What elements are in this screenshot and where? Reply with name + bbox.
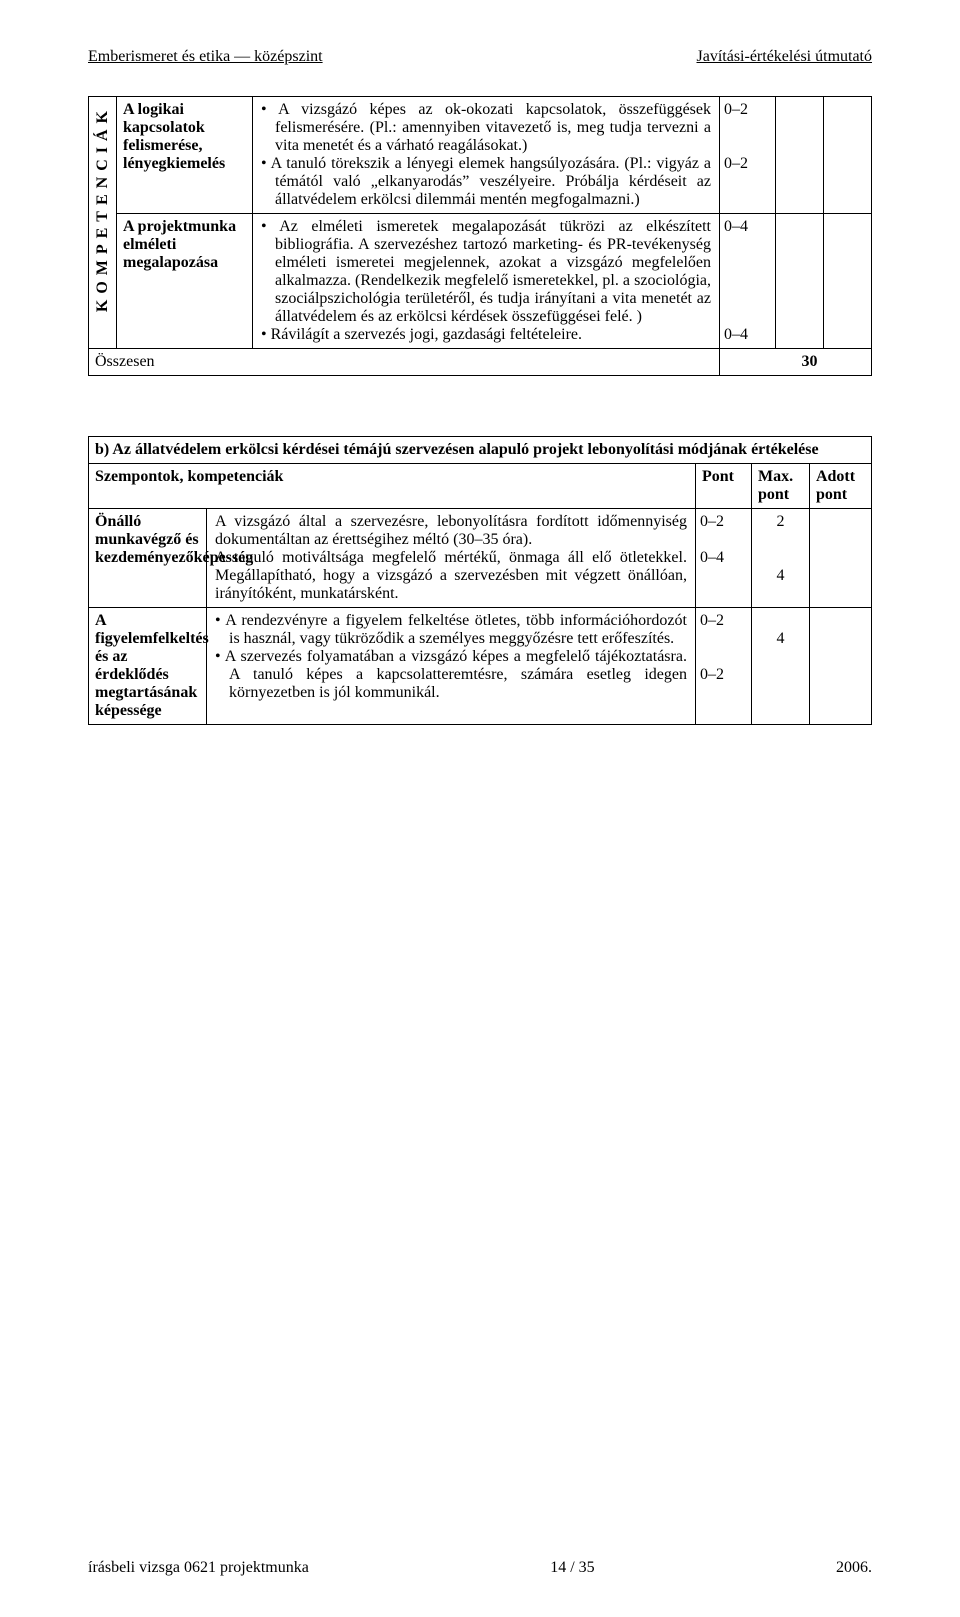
range-value: 0–2	[724, 155, 771, 173]
table-2: b) Az állatvédelem erkölcsi kérdései tém…	[88, 436, 872, 725]
total-value: 30	[776, 349, 824, 376]
range-value: 0–2	[700, 513, 747, 531]
footer-center: 14 / 35	[550, 1559, 594, 1577]
para: A tanuló motiváltsága megfelelő mértékű,…	[215, 549, 687, 603]
col-head-szempontok: Szempontok, kompetenciák	[89, 464, 696, 509]
range-cell: 0–2 0–2	[720, 97, 776, 214]
table-row: Önálló munkavégző és kezdeményezőképessé…	[89, 509, 872, 608]
table-row: KOMPETENCIÁK A logikai kapcsolatok felis…	[89, 97, 872, 214]
bullet: Az elméleti ismeretek megalapozását tükr…	[275, 218, 711, 326]
total-label: Összesen	[89, 349, 720, 376]
range-value: 0–2	[700, 666, 747, 684]
page-footer: írásbeli vizsga 0621 projektmunka 14 / 3…	[88, 1559, 872, 1577]
bullet: A rendezvényre a figyelem felkeltése ötl…	[229, 612, 687, 648]
given-cell	[809, 608, 871, 725]
description-cell: Az elméleti ismeretek megalapozását tükr…	[253, 214, 720, 349]
range-value: 0–4	[700, 549, 747, 567]
range-value: 0–4	[724, 218, 771, 236]
range-cell: 0–4 0–4	[720, 214, 776, 349]
vertical-label-cell: KOMPETENCIÁK	[89, 97, 117, 349]
header-row: Szempontok, kompetenciák Pont Max. pont …	[89, 464, 872, 509]
given-cell	[824, 97, 872, 214]
para: A vizsgázó által a szervezésre, lebonyol…	[215, 513, 687, 549]
footer-left: írásbeli vizsga 0621 projektmunka	[88, 1559, 309, 1577]
max-cell	[776, 97, 824, 214]
bullet: A tanuló törekszik a lényegi elemek hang…	[275, 155, 711, 209]
header-left: Emberismeret és etika — középszint	[88, 48, 323, 66]
table-2-title: b) Az állatvédelem erkölcsi kérdései tém…	[89, 437, 872, 464]
max-value: 4	[756, 630, 805, 648]
empty-cell	[824, 349, 872, 376]
range-cell: 0–2 0–4	[695, 509, 751, 608]
description-cell: A rendezvényre a figyelem felkeltése ötl…	[207, 608, 696, 725]
range-cell: 0–2 0–2	[695, 608, 751, 725]
max-cell	[776, 214, 824, 349]
range-value: 0–2	[700, 612, 747, 630]
range-value: 0–2	[724, 101, 771, 119]
aspect-cell: A projektmunka elméleti megalapozása	[117, 214, 253, 349]
description-cell: A vizsgázó képes az ok-okozati kapcsolat…	[253, 97, 720, 214]
page: Emberismeret és etika — középszint Javít…	[0, 0, 960, 1617]
header-right: Javítási-értékelési útmutató	[697, 48, 873, 66]
empty-cell	[720, 349, 776, 376]
max-cell: 2 4	[751, 509, 809, 608]
max-value: 4	[756, 567, 805, 585]
aspect-cell: A logikai kapcsolatok felismerése, lénye…	[117, 97, 253, 214]
given-cell	[809, 509, 871, 608]
col-head-adott: Adott pont	[809, 464, 871, 509]
total-row: Összesen 30	[89, 349, 872, 376]
vertical-label: KOMPETENCIÁK	[92, 97, 114, 320]
description-cell: A vizsgázó által a szervezésre, lebonyol…	[207, 509, 696, 608]
bullet: Rávilágít a szervezés jogi, gazdasági fe…	[275, 326, 711, 344]
max-value: 2	[756, 513, 805, 531]
range-value: 0–4	[724, 326, 748, 344]
col-head-pont: Pont	[695, 464, 751, 509]
aspect-cell: Önálló munkavégző és kezdeményezőképessé…	[89, 509, 207, 608]
given-cell	[824, 214, 872, 349]
table-2-wrap: b) Az állatvédelem erkölcsi kérdései tém…	[88, 436, 872, 725]
aspect-cell: A figyelemfelkeltés és az érdeklődés meg…	[89, 608, 207, 725]
table-row: A projektmunka elméleti megalapozása Az …	[89, 214, 872, 349]
footer-right: 2006.	[836, 1559, 872, 1577]
max-cell: 4	[751, 608, 809, 725]
table-1: KOMPETENCIÁK A logikai kapcsolatok felis…	[88, 96, 872, 376]
bullet: A vizsgázó képes az ok-okozati kapcsolat…	[275, 101, 711, 155]
title-row: b) Az állatvédelem erkölcsi kérdései tém…	[89, 437, 872, 464]
col-head-max: Max. pont	[751, 464, 809, 509]
bullet: A szervezés folyamatában a vizsgázó képe…	[229, 648, 687, 702]
page-header: Emberismeret és etika — középszint Javít…	[88, 48, 872, 66]
table-row: A figyelemfelkeltés és az érdeklődés meg…	[89, 608, 872, 725]
